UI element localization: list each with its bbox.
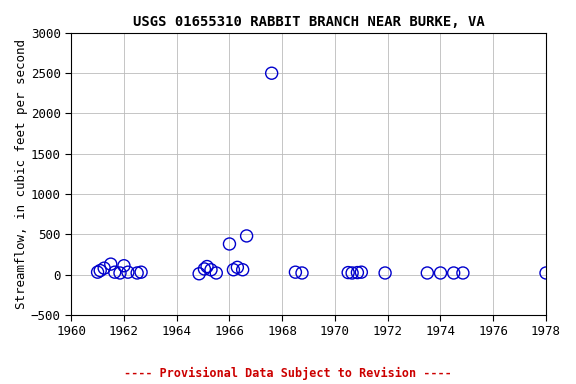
Point [381, 270, 390, 276]
Point [137, 269, 146, 275]
Point [267, 70, 276, 76]
Point [238, 266, 247, 273]
Point [206, 266, 215, 273]
Point [200, 266, 209, 272]
Point [225, 241, 234, 247]
Point [291, 269, 300, 275]
Title: USGS 01655310 RABBIT BRANCH NEAR BURKE, VA: USGS 01655310 RABBIT BRANCH NEAR BURKE, … [132, 15, 484, 29]
Point [123, 269, 132, 275]
Point [100, 265, 109, 271]
Point [93, 269, 102, 275]
Point [436, 270, 445, 276]
Point [106, 261, 115, 267]
Text: ---- Provisional Data Subject to Revision ----: ---- Provisional Data Subject to Revisio… [124, 367, 452, 380]
Point [357, 269, 366, 275]
Point [202, 263, 211, 270]
Point [233, 264, 242, 270]
Point [353, 270, 362, 276]
Point [115, 270, 124, 276]
Point [229, 266, 238, 273]
Point [458, 270, 468, 276]
Point [449, 270, 458, 276]
Point [297, 270, 306, 276]
Point [96, 268, 105, 274]
Y-axis label: Streamflow, in cubic feet per second: Streamflow, in cubic feet per second [15, 39, 28, 309]
Point [132, 270, 142, 276]
Point [541, 270, 551, 276]
Point [110, 269, 119, 275]
Point [119, 263, 128, 269]
Point [195, 271, 204, 277]
Point [423, 270, 432, 276]
Point [343, 270, 353, 276]
Point [347, 270, 357, 276]
Point [242, 233, 251, 239]
Point [211, 270, 221, 276]
